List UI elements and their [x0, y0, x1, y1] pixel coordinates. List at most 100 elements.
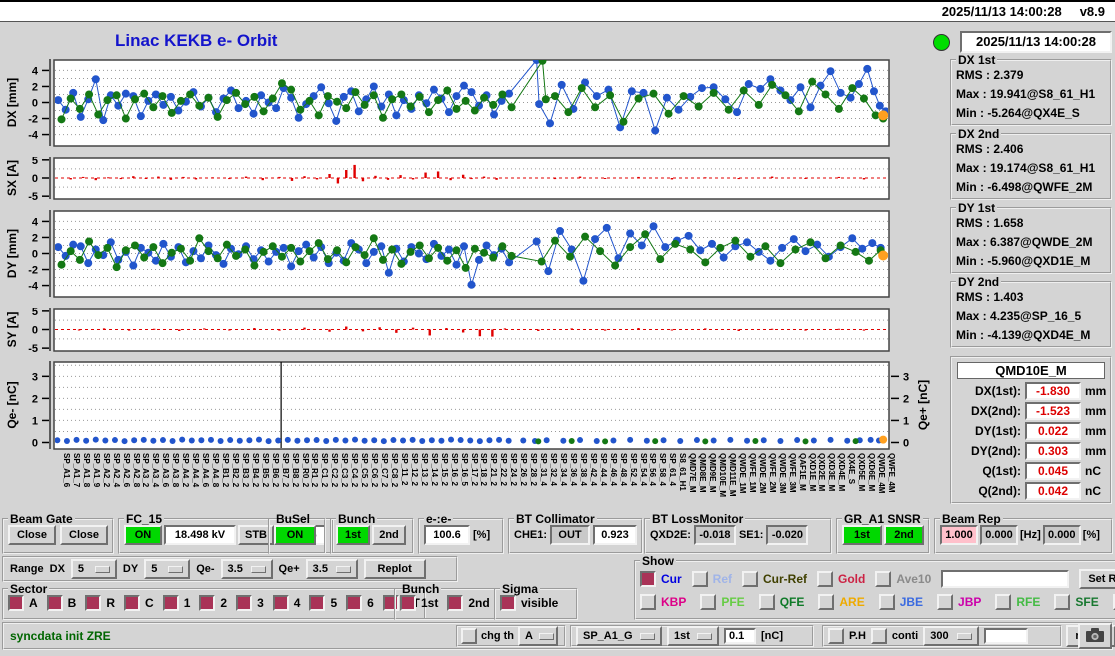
- snapshot-button[interactable]: [1078, 623, 1112, 649]
- svg-text:-4: -4: [28, 281, 39, 293]
- range-qem-select[interactable]: 3.5: [220, 559, 273, 579]
- checkbox-icon[interactable]: [236, 595, 253, 611]
- conti-checkbox[interactable]: [870, 628, 887, 644]
- checkbox-icon[interactable]: [162, 595, 179, 611]
- checkbox-icon[interactable]: [818, 594, 835, 610]
- show-checkbox-rfe[interactable]: RFE: [995, 594, 1040, 610]
- checkbox-icon[interactable]: [199, 595, 216, 611]
- svg-text:1: 1: [32, 415, 38, 427]
- checkbox-icon[interactable]: [691, 571, 708, 587]
- checkbox-icon[interactable]: [742, 571, 759, 587]
- svg-text:-2: -2: [28, 265, 38, 277]
- bunch-checkbox-2nd[interactable]: 2nd: [447, 595, 490, 611]
- checkbox-label: 2nd: [468, 596, 490, 610]
- sector-checkbox-2[interactable]: 2: [199, 595, 227, 611]
- bpm-label: SP_17_2: [469, 453, 479, 486]
- sector-group: Sector ABRC123456BT: [2, 583, 426, 620]
- svg-text:-5: -5: [28, 191, 38, 201]
- checkbox-icon[interactable]: [878, 594, 895, 610]
- bunch-checkbox-1st[interactable]: 1st: [400, 595, 438, 611]
- sector-checkbox-6[interactable]: 6: [346, 595, 374, 611]
- bunch-2nd-button[interactable]: 2nd: [372, 525, 406, 545]
- show-checkbox-cur-ref[interactable]: Cur-Ref: [742, 571, 807, 587]
- chg-th-select[interactable]: A: [518, 626, 558, 646]
- show-checkbox-are[interactable]: ARE: [818, 594, 865, 610]
- show-checkbox-ref[interactable]: Ref: [691, 571, 732, 587]
- checkbox-icon[interactable]: [1112, 594, 1115, 610]
- checkbox-icon[interactable]: [817, 571, 834, 587]
- checkbox-icon[interactable]: [700, 594, 717, 610]
- checkbox-icon[interactable]: [758, 594, 775, 610]
- beam-gate-close-1-button[interactable]: Close: [8, 525, 56, 545]
- checkbox-icon[interactable]: [346, 595, 363, 611]
- show-checkbox-gold[interactable]: Gold: [817, 571, 865, 587]
- checkbox-icon[interactable]: [500, 595, 516, 611]
- checkbox-icon[interactable]: [8, 595, 24, 611]
- sector-checkbox-3[interactable]: 3: [236, 595, 264, 611]
- free-input[interactable]: [984, 628, 1029, 644]
- sector-checkbox-4[interactable]: 4: [272, 595, 300, 611]
- sector-checkbox-a[interactable]: A: [8, 595, 38, 611]
- checkbox-icon[interactable]: [995, 594, 1012, 610]
- bpm-label: QWDE_2M: [757, 453, 767, 494]
- show-checkbox-cur[interactable]: Cur: [640, 571, 682, 587]
- gr-a1-1st-button[interactable]: 1st: [842, 525, 882, 545]
- show-checkbox-ave10[interactable]: Ave10: [875, 571, 931, 587]
- sector-checkbox-r[interactable]: R: [85, 595, 115, 611]
- checkbox-icon[interactable]: [875, 571, 892, 587]
- checkbox-icon[interactable]: [400, 595, 416, 611]
- monitor-row-label: DX(1st):: [974, 384, 1021, 398]
- checkbox-icon[interactable]: [309, 595, 326, 611]
- fc15-on-button[interactable]: ON: [124, 525, 162, 545]
- checkbox-icon[interactable]: [124, 595, 141, 611]
- checkbox-icon[interactable]: [640, 594, 656, 610]
- sector-checkbox-1[interactable]: 1: [162, 595, 190, 611]
- checkbox-icon[interactable]: [640, 571, 656, 587]
- show-checkbox-sfe[interactable]: SFE: [1054, 594, 1099, 610]
- checkbox-label: visible: [521, 596, 559, 610]
- checkbox-icon[interactable]: [85, 595, 102, 611]
- beam-rep-hz-unit: [Hz]: [1020, 529, 1041, 541]
- sigma-checkbox-visible[interactable]: visible: [500, 595, 558, 611]
- svg-text:5: 5: [32, 308, 38, 318]
- bpm-label: QX4E_S: [847, 453, 857, 485]
- show-checkbox-kbp[interactable]: KBP: [640, 594, 686, 610]
- sector-checkbox-5[interactable]: 5: [309, 595, 337, 611]
- checkbox-icon[interactable]: [937, 594, 954, 610]
- chg-th-checkbox[interactable]: [461, 628, 477, 644]
- sector-checkbox-b[interactable]: B: [46, 595, 76, 611]
- chg-th-frame: chg th A: [456, 625, 566, 647]
- range-dx-select[interactable]: 5: [70, 559, 117, 579]
- show-checkbox-zre[interactable]: ZRE: [1112, 594, 1115, 610]
- show-checkbox-qfe[interactable]: QFE: [758, 594, 804, 610]
- svg-text:0: 0: [32, 249, 38, 261]
- bunch-1st-button[interactable]: 1st: [336, 525, 370, 545]
- bpm-select[interactable]: SP_A1_G: [576, 626, 662, 646]
- bunch-number-select[interactable]: 1st: [667, 626, 719, 646]
- svg-text:3: 3: [903, 371, 909, 383]
- monitor-row-unit: nC: [1085, 464, 1101, 478]
- charge-threshold-input[interactable]: [724, 628, 756, 644]
- show-checkbox-jbp[interactable]: JBP: [937, 594, 981, 610]
- beam-gate-close-2-button[interactable]: Close: [60, 525, 108, 545]
- option-menu-indicator: [335, 565, 351, 573]
- checkbox-icon[interactable]: [1054, 594, 1071, 610]
- sector-checkbox-c[interactable]: C: [124, 595, 154, 611]
- range-qep-select[interactable]: 3.5: [305, 559, 358, 579]
- gr-a1-2nd-button[interactable]: 2nd: [884, 525, 924, 545]
- checkbox-icon[interactable]: [447, 595, 464, 611]
- ph-checkbox[interactable]: [828, 628, 844, 644]
- fc15-stb-button[interactable]: STB: [238, 525, 274, 545]
- checkbox-icon[interactable]: [272, 595, 289, 611]
- show-checkbox-jbe[interactable]: JBE: [878, 594, 923, 610]
- busel-on-button[interactable]: ON: [274, 525, 316, 545]
- checkbox-icon[interactable]: [46, 595, 63, 611]
- monitor-row-label: DX(2nd):: [971, 404, 1021, 418]
- ref-name-input[interactable]: [941, 570, 1070, 588]
- range-dy-select[interactable]: 5: [144, 559, 191, 579]
- set-ref-button[interactable]: Set Ref: [1079, 569, 1115, 589]
- replot-button[interactable]: Replot: [363, 559, 426, 579]
- bpm-label: QXD6E_M: [867, 453, 877, 492]
- show-checkbox-pfe[interactable]: PFE: [700, 594, 745, 610]
- count-select[interactable]: 300: [923, 626, 980, 646]
